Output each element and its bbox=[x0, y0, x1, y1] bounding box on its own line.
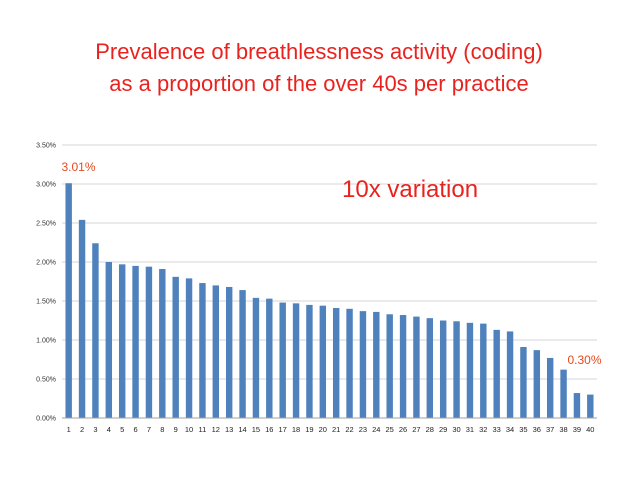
x-tick-label: 20 bbox=[319, 425, 327, 434]
x-tick-label: 26 bbox=[399, 425, 407, 434]
bar bbox=[292, 303, 300, 418]
bar bbox=[359, 311, 367, 418]
x-tick-label: 32 bbox=[479, 425, 487, 434]
bar bbox=[413, 316, 420, 418]
x-tick-label: 4 bbox=[107, 425, 111, 434]
x-tick-label: 31 bbox=[466, 425, 474, 434]
bar bbox=[239, 290, 246, 418]
x-tick-label: 14 bbox=[238, 425, 246, 434]
bar bbox=[172, 276, 179, 418]
x-tick-label: 19 bbox=[305, 425, 313, 434]
bar bbox=[587, 394, 594, 418]
bar bbox=[332, 308, 340, 418]
bar bbox=[319, 305, 327, 418]
bar bbox=[132, 265, 139, 418]
slide-title-line-1: Prevalence of breathlessness activity (c… bbox=[95, 39, 543, 64]
x-tick-label: 36 bbox=[533, 425, 541, 434]
x-tick-label: 24 bbox=[372, 425, 380, 434]
bar bbox=[386, 314, 393, 418]
y-tick-label: 1.00% bbox=[36, 338, 56, 345]
x-tick-label: 34 bbox=[506, 425, 514, 434]
bar bbox=[105, 262, 113, 418]
x-tick-label: 40 bbox=[586, 425, 594, 434]
y-tick-label: 2.50% bbox=[36, 221, 56, 228]
bar bbox=[65, 183, 72, 418]
bar bbox=[426, 318, 434, 418]
x-tick-label: 5 bbox=[120, 425, 124, 434]
bar bbox=[533, 350, 541, 418]
bar bbox=[279, 302, 286, 418]
x-tick-label: 1 bbox=[67, 425, 71, 434]
bar bbox=[546, 357, 554, 418]
x-tick-label: 30 bbox=[452, 425, 460, 434]
x-tick-label: 8 bbox=[160, 425, 164, 434]
bar bbox=[266, 298, 273, 418]
x-axis-ticks: 1 2 3 4 5 6 7 8 9 10 11 12 13 14 15 16 17 18 19 20 21 22 23 24 2… bbox=[67, 425, 595, 434]
bar bbox=[159, 269, 166, 418]
x-tick-label: 15 bbox=[252, 425, 260, 434]
x-tick-label: 21 bbox=[332, 425, 340, 434]
chart-bars bbox=[65, 183, 594, 418]
bar bbox=[453, 321, 460, 418]
x-tick-label: 12 bbox=[212, 425, 220, 434]
x-tick-label: 38 bbox=[559, 425, 567, 434]
bar bbox=[573, 393, 581, 418]
x-tick-label: 11 bbox=[199, 425, 207, 434]
x-tick-label: 39 bbox=[573, 425, 581, 434]
bar bbox=[185, 278, 193, 418]
bar bbox=[78, 219, 86, 418]
bar bbox=[520, 347, 527, 418]
bar bbox=[199, 283, 206, 418]
bar bbox=[466, 322, 474, 418]
x-tick-label: 6 bbox=[133, 425, 137, 434]
x-tick-label: 10 bbox=[185, 425, 193, 434]
x-tick-label: 2 bbox=[80, 425, 84, 434]
bar bbox=[480, 323, 487, 418]
slide-title: Prevalence of breathlessness activity (c… bbox=[0, 36, 638, 100]
y-tick-label: 3.50% bbox=[36, 143, 56, 150]
max-value-annotation: 3.01% bbox=[61, 160, 95, 174]
x-tick-label: 27 bbox=[412, 425, 420, 434]
x-tick-label: 7 bbox=[147, 425, 151, 434]
y-tick-label: 1.50% bbox=[36, 299, 56, 306]
x-tick-label: 25 bbox=[386, 425, 394, 434]
variation-callout: 10x variation bbox=[342, 176, 478, 203]
x-tick-label: 28 bbox=[426, 425, 434, 434]
bar bbox=[439, 320, 447, 418]
bar bbox=[212, 285, 220, 418]
y-tick-label: 0.50% bbox=[36, 377, 56, 384]
min-value-annotation: 0.30% bbox=[567, 353, 601, 367]
x-tick-label: 3 bbox=[93, 425, 97, 434]
x-tick-label: 18 bbox=[292, 425, 300, 434]
bar bbox=[506, 331, 514, 418]
bar bbox=[346, 308, 353, 418]
bar bbox=[225, 286, 233, 418]
x-tick-label: 29 bbox=[439, 425, 447, 434]
x-tick-label: 37 bbox=[546, 425, 554, 434]
bar bbox=[493, 329, 500, 418]
bar bbox=[252, 297, 260, 418]
y-tick-label: 0.00% bbox=[36, 416, 56, 423]
x-tick-label: 33 bbox=[493, 425, 501, 434]
bar bbox=[399, 315, 407, 418]
slide-title-line-2: as a proportion of the over 40s per prac… bbox=[109, 71, 529, 96]
x-tick-label: 35 bbox=[519, 425, 527, 434]
bar bbox=[92, 243, 99, 418]
y-tick-label: 2.00% bbox=[36, 260, 56, 267]
x-tick-label: 9 bbox=[174, 425, 178, 434]
bar bbox=[306, 304, 313, 418]
x-tick-label: 22 bbox=[345, 425, 353, 434]
bar bbox=[145, 266, 153, 418]
bar bbox=[560, 369, 567, 418]
chart-gridlines bbox=[62, 144, 597, 419]
x-tick-label: 17 bbox=[279, 425, 287, 434]
bar bbox=[118, 264, 126, 418]
bar bbox=[373, 311, 380, 418]
y-axis-ticks: 0.00% 0.50% 1.00% 1.50% 2.00% 2.50% 3.00% 3.50% bbox=[36, 143, 56, 423]
y-tick-label: 3.00% bbox=[36, 182, 56, 189]
x-tick-label: 23 bbox=[359, 425, 367, 434]
x-tick-label: 13 bbox=[225, 425, 233, 434]
x-tick-label: 16 bbox=[265, 425, 273, 434]
